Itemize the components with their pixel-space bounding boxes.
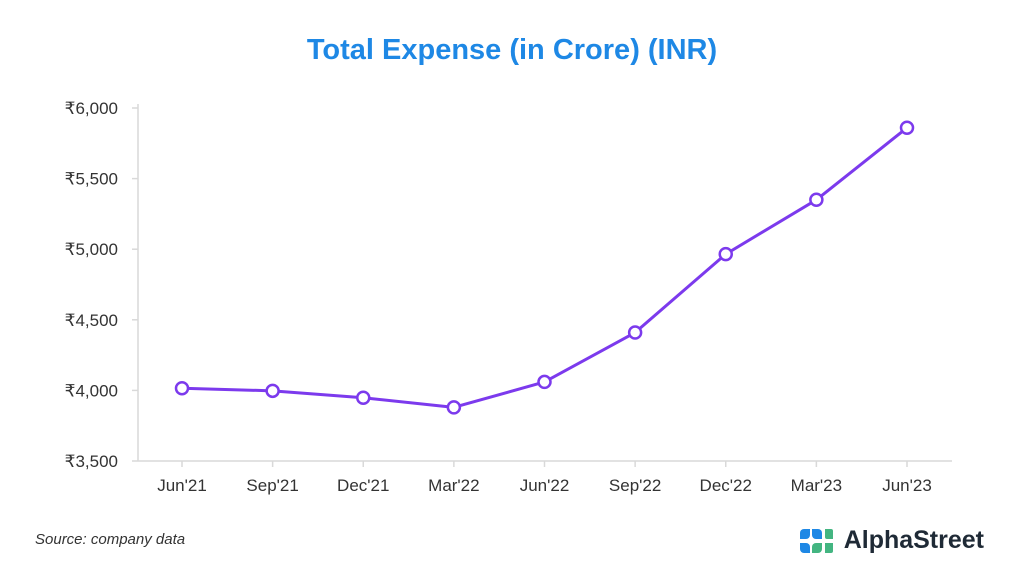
series-total-expense [176, 122, 913, 414]
y-tick-label: ₹4,500 [65, 311, 118, 330]
data-point [539, 376, 551, 388]
y-tick-label: ₹6,000 [65, 99, 118, 118]
alphastreet-logo-icon [798, 528, 834, 554]
data-point [267, 385, 279, 397]
brand-name: AlphaStreet [844, 526, 984, 555]
data-point [176, 382, 188, 394]
data-point [357, 392, 369, 404]
x-tick-label: Jun'21 [157, 476, 207, 495]
x-tick-label: Dec'22 [700, 476, 752, 495]
y-tick-label: ₹4,000 [65, 381, 118, 400]
y-axis-ticks: ₹3,500 ₹4,000 ₹4,500 ₹5,000 ₹5,500 ₹6,000 [65, 99, 138, 471]
x-tick-label: Mar'22 [428, 476, 479, 495]
x-tick-label: Jun'23 [882, 476, 932, 495]
series-line [182, 128, 907, 408]
x-tick-label: Dec'21 [337, 476, 389, 495]
data-point [720, 248, 732, 260]
axes [138, 104, 952, 461]
x-tick-label: Jun'22 [520, 476, 570, 495]
data-point [901, 122, 913, 134]
y-tick-label: ₹3,500 [65, 452, 118, 471]
y-tick-label: ₹5,000 [65, 240, 118, 259]
y-tick-label: ₹5,500 [65, 170, 118, 189]
x-tick-label: Mar'23 [791, 476, 842, 495]
x-tick-label: Sep'22 [609, 476, 661, 495]
source-note: Source: company data [35, 531, 185, 548]
x-tick-label: Sep'21 [246, 476, 298, 495]
x-axis-ticks: Jun'21 Sep'21 Dec'21 Mar'22 Jun'22 Sep'22 Dec'… [157, 461, 932, 495]
brand: AlphaStreet [798, 526, 984, 555]
data-point [810, 194, 822, 206]
data-point [448, 401, 460, 413]
line-chart: ₹3,500 ₹4,000 ₹4,500 ₹5,000 ₹5,500 ₹6,000 Jun… [0, 0, 1024, 585]
data-point [629, 327, 641, 339]
